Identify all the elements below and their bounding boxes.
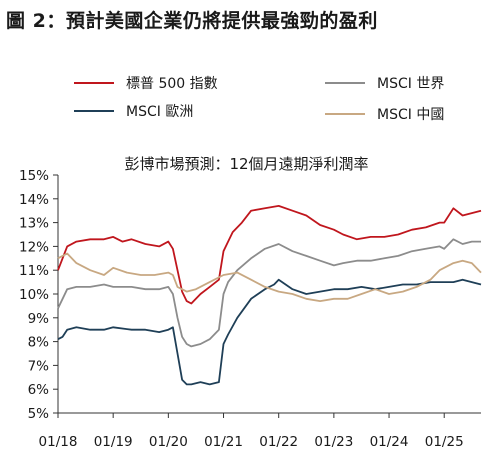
y-tick-label: 9% [28, 311, 50, 327]
legend: 標普 500 指數 MSCI 世界 MSCI 歐洲 MSCI 中國 [0, 0, 493, 130]
chart-title: 彭博市場預測：12個月遠期淨利潤率 [124, 155, 369, 173]
x-tick-label: 01/24 [370, 434, 409, 450]
y-tick-label: 7% [28, 358, 50, 374]
x-tick-label: 01/19 [94, 434, 133, 450]
y-tick-label: 6% [28, 382, 50, 398]
legend-item-msci-world: MSCI 世界 [325, 73, 444, 93]
y-tick-label: 13% [19, 216, 49, 232]
msci-europe-line [57, 278, 482, 386]
legend-item-msci-china: MSCI 中國 [325, 104, 444, 124]
msci-china-line [57, 252, 482, 302]
y-tick-label: 8% [28, 335, 50, 351]
legend-item-msci-europe: MSCI 歐洲 [74, 101, 193, 121]
legend-swatch-msci-world [325, 82, 365, 84]
x-tick-label: 01/20 [149, 434, 188, 450]
x-tick-label: 01/23 [314, 434, 353, 450]
legend-label-sp500: 標普 500 指數 [126, 76, 218, 92]
legend-label-msci-china: MSCI 中國 [377, 107, 445, 123]
y-tick-label: 12% [19, 239, 49, 255]
legend-swatch-msci-china [325, 113, 365, 115]
legend-label-msci-europe: MSCI 歐洲 [126, 104, 194, 120]
y-tick-label: 10% [19, 287, 49, 303]
sp500-line [57, 205, 482, 305]
x-tick-label: 01/22 [259, 434, 298, 450]
chart-axes: 5% 6% 7% 8% 9% 10% 11% 12% 13% 14% 15% 01/18 01/19 01… [19, 168, 481, 450]
y-tick-label: 5% [28, 406, 50, 422]
figure-title: 圖 2：預計美國企業仍將提供最強勁的盈利 [6, 10, 378, 32]
chart-series [57, 205, 482, 386]
legend-swatch-sp500 [74, 82, 114, 84]
y-tick-label: 11% [19, 263, 49, 279]
msci-world-line [57, 238, 481, 348]
x-tick-label: 01/21 [204, 434, 243, 450]
x-tick-label: 01/18 [39, 434, 78, 450]
legend-label-msci-world: MSCI 世界 [377, 76, 445, 92]
y-tick-label: 14% [19, 192, 49, 208]
legend-item-sp500: 標普 500 指數 [74, 73, 218, 93]
x-tick-label: 01/25 [425, 434, 464, 450]
legend-swatch-msci-europe [74, 110, 114, 112]
y-tick-label: 15% [19, 168, 49, 184]
